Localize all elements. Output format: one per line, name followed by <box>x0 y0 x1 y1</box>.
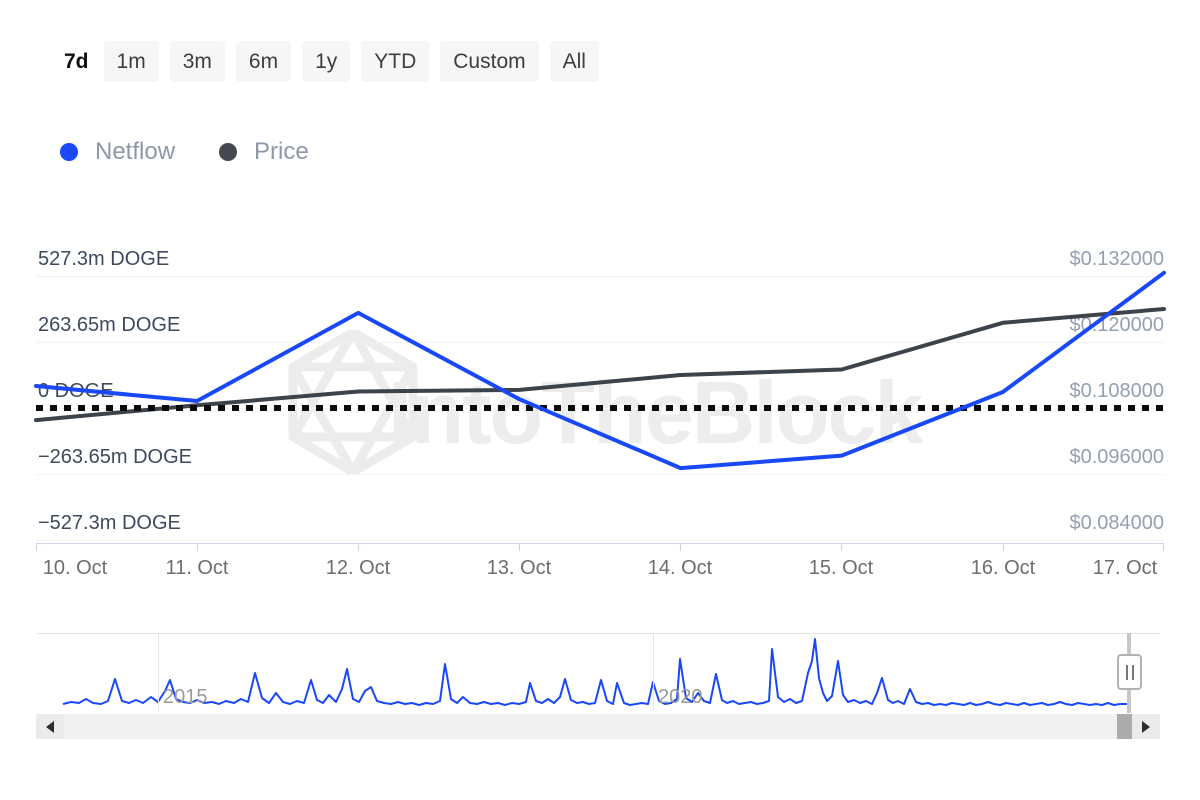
x-axis-label: 14. Oct <box>647 557 713 579</box>
range-button-3m[interactable]: 3m <box>169 41 225 82</box>
x-axis-tick <box>358 543 359 551</box>
scrollbar-right-button[interactable] <box>1132 714 1160 739</box>
x-axis-line <box>36 543 1164 544</box>
gridline <box>36 342 1164 343</box>
x-axis-tick <box>841 543 842 551</box>
x-axis-label: 17. Oct <box>1092 557 1158 579</box>
netflow-dot-icon <box>60 143 78 161</box>
y-axis-right-label: $0.084000 <box>1069 512 1164 534</box>
navigator-border <box>36 633 1160 634</box>
range-button-ytd[interactable]: YTD <box>361 41 430 82</box>
navigator-year-label: 2020 <box>658 686 703 708</box>
y-axis-left-label: −263.65m DOGE <box>38 446 192 468</box>
navigator-gridline <box>158 634 159 711</box>
y-axis-right-label: $0.096000 <box>1069 446 1164 468</box>
scrollbar-track[interactable] <box>36 714 1160 739</box>
navigator-series-line <box>62 638 1129 706</box>
gridline <box>36 276 1164 277</box>
legend-item-price[interactable]: Price <box>219 138 309 166</box>
legend-label-netflow: Netflow <box>95 138 176 165</box>
x-axis-label: 12. Oct <box>325 557 391 579</box>
range-button-all[interactable]: All <box>549 41 599 82</box>
x-axis-label: 11. Oct <box>165 557 229 579</box>
y-axis-left-label: 263.65m DOGE <box>38 314 181 336</box>
range-button-6m[interactable]: 6m <box>235 41 292 82</box>
watermark: IntoTheBlock <box>388 363 923 462</box>
x-axis-tick <box>1163 543 1164 551</box>
x-axis-tick <box>197 543 198 551</box>
y-axis-right-label: $0.108000 <box>1069 380 1164 402</box>
scrollbar-thumb[interactable] <box>1117 714 1132 739</box>
arrow-right-icon <box>1142 720 1150 733</box>
legend-item-netflow[interactable]: Netflow <box>60 138 175 166</box>
y-axis-right-label: $0.120000 <box>1069 314 1164 336</box>
x-axis-label: 10. Oct <box>42 557 108 579</box>
arrow-left-icon <box>46 720 54 733</box>
gridline <box>36 474 1164 475</box>
x-axis-tick <box>36 543 37 551</box>
x-axis-tick <box>680 543 681 551</box>
gridline <box>36 408 1164 409</box>
legend-label-price: Price <box>254 138 309 165</box>
x-axis-label: 15. Oct <box>808 557 874 579</box>
range-button-1m[interactable]: 1m <box>103 41 159 82</box>
gridline <box>36 540 1164 541</box>
scrollbar-left-button[interactable] <box>36 714 64 739</box>
x-axis-tick <box>519 543 520 551</box>
price-dot-icon <box>219 143 238 161</box>
y-axis-right-label: $0.132000 <box>1069 248 1164 270</box>
navigator-handle[interactable] <box>1117 654 1142 690</box>
range-button-7d[interactable]: 7d <box>64 50 89 73</box>
navigator-year-label: 2015 <box>163 686 208 708</box>
y-axis-left-label: −527.3m DOGE <box>38 512 181 534</box>
range-button-custom[interactable]: Custom <box>440 41 539 82</box>
range-button-1y[interactable]: 1y <box>302 41 351 82</box>
navigator-gridline <box>653 634 654 711</box>
x-axis-tick <box>1003 543 1004 551</box>
legend: Netflow Price <box>60 138 309 166</box>
x-axis-label: 13. Oct <box>486 557 552 579</box>
x-axis-label: 16. Oct <box>970 557 1036 579</box>
y-axis-left-label: 527.3m DOGE <box>38 248 170 270</box>
y-axis-left-label: 0 DOGE <box>38 380 114 402</box>
range-selector: 7d 1m 3m 6m 1y YTD Custom All <box>60 41 599 82</box>
